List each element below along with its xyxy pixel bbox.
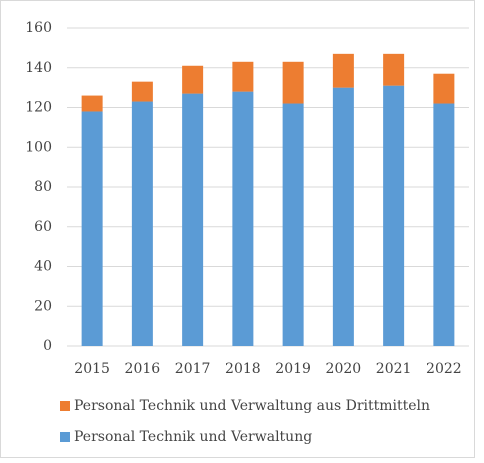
y-tick-label: 20 [34,298,52,314]
y-tick-label: 120 [25,100,52,116]
bar-segment [332,87,354,346]
x-tick-label: 2021 [376,361,412,377]
bar-segment [81,95,103,112]
y-tick-label: 140 [25,60,52,76]
bar-segment [232,91,254,346]
bar-segment [182,93,204,347]
bar-segment [282,103,304,347]
bar-segment [433,103,455,347]
bar-segment [182,65,204,94]
bar-segment [282,61,304,104]
x-tick-label: 2015 [74,361,110,377]
y-tick-label: 160 [25,20,52,36]
bar-segment [332,53,354,88]
y-tick-label: 100 [25,139,52,155]
bar-segment [81,111,103,346]
y-tick-label: 60 [34,219,52,235]
bar-segment [131,81,153,102]
bar-segment [232,61,254,92]
x-tick-label: 2022 [426,361,462,377]
legend-swatch [60,401,70,411]
legend-label: Personal Technik und Verwaltung [74,429,312,445]
x-tick-label: 2017 [175,361,211,377]
bar-segment [383,85,405,346]
x-tick-label: 2019 [275,361,311,377]
y-tick-label: 40 [34,259,52,275]
x-tick-label: 2020 [326,361,362,377]
y-tick-label: 0 [43,338,52,354]
x-tick-label: 2018 [225,361,261,377]
y-tick-label: 80 [34,179,52,195]
legend-swatch [60,432,70,442]
x-tick-label: 2016 [125,361,161,377]
bar-segment [433,73,455,104]
bar-segment [383,53,405,86]
bar-segment [131,101,153,346]
legend-label: Personal Technik und Verwaltung aus Drit… [74,398,430,414]
